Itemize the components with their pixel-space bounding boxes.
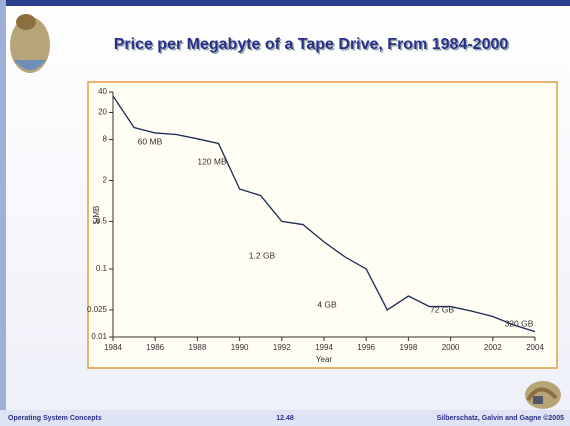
x-axis-label: Year [316, 355, 333, 364]
top-band [0, 0, 570, 6]
footer-center: 12.48 [276, 415, 294, 422]
x-tick-label: 1992 [273, 343, 291, 352]
x-tick-label: 1986 [146, 343, 164, 352]
left-band [0, 0, 6, 426]
footer-right: Silberschatz, Galvin and Gagne ©2005 [437, 414, 564, 422]
y-tick-label: 8 [103, 135, 108, 144]
x-tick-label: 1996 [357, 343, 375, 352]
annotation: 120 MB [197, 156, 227, 166]
chart-frame [87, 81, 558, 369]
dinosaur-icon-small [525, 381, 561, 409]
y-tick-label: 0.01 [91, 332, 107, 341]
y-tick-label: 40 [98, 87, 107, 96]
slide-title: Price per Megabyte of a Tape Drive, From… [114, 36, 509, 53]
y-tick-label: 2 [103, 176, 108, 185]
y-tick-label: 20 [98, 108, 107, 117]
annotation: 320 GB [505, 318, 534, 328]
x-tick-label: 1998 [400, 343, 418, 352]
annotation: 1.2 GB [249, 250, 276, 260]
annotation: 4 GB [317, 299, 337, 309]
data-line [112, 95, 536, 333]
y-tick-label: 0.025 [87, 305, 108, 314]
footer-left: Operating System Concepts [8, 415, 102, 422]
x-tick-label: 1988 [189, 343, 207, 352]
x-tick-label: 2002 [484, 343, 502, 352]
x-tick-label: 2004 [526, 343, 544, 352]
x-tick-label: 1984 [104, 343, 122, 352]
dinosaur-icon [10, 14, 50, 73]
x-tick-label: 1994 [315, 343, 333, 352]
title-shadow: Price per Megabyte of a Tape Drive, From… [115, 38, 510, 55]
chart: 0.01 0.025 0.1 0.5 2 8 20 40 1984 1986 1988 1990 199… [87, 87, 544, 364]
annotation: 60 MB [138, 136, 163, 146]
y-tick-label: 0.1 [96, 264, 108, 273]
y-axis-label: $/MB [92, 206, 101, 225]
annotation: 72 GB [430, 304, 454, 314]
x-tick-label: 2000 [442, 343, 460, 352]
y-tick-label: 0.5 [96, 217, 108, 226]
x-tick-label: 1990 [231, 343, 249, 352]
footer-band [0, 410, 570, 426]
